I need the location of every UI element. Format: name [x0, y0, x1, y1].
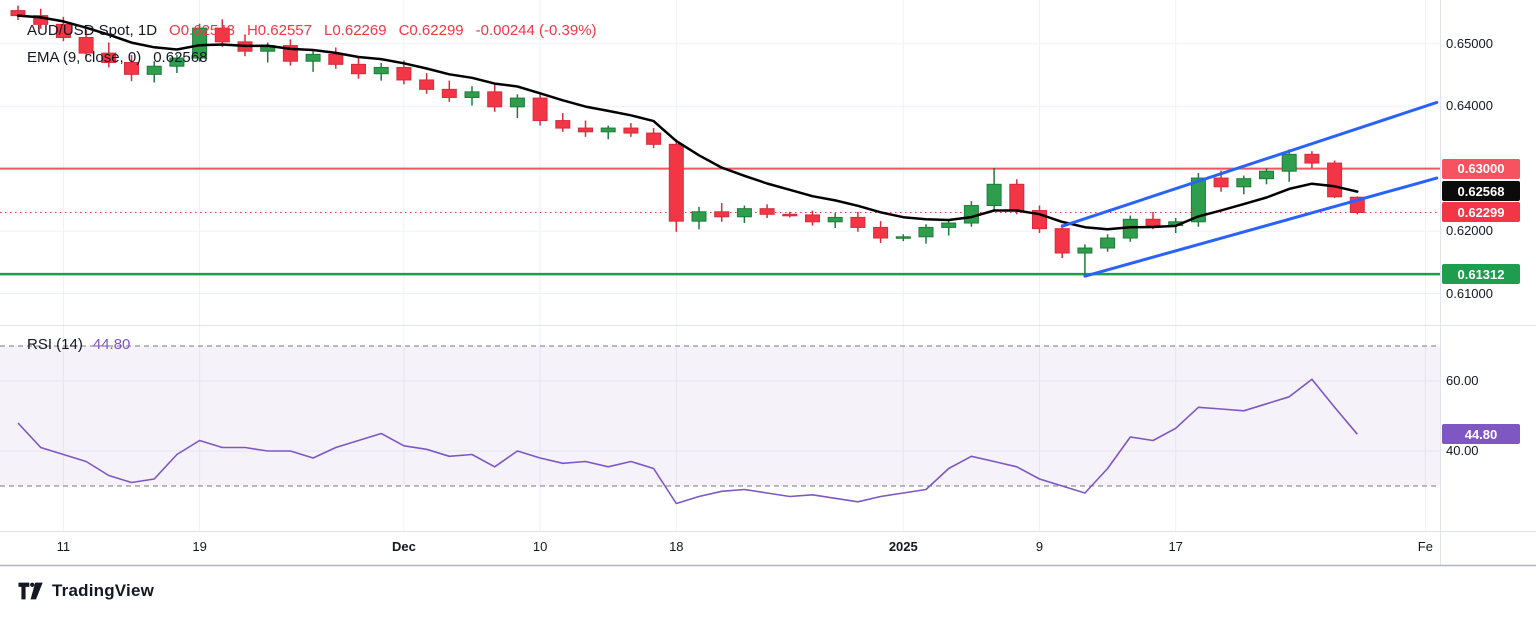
time-axis-tick: 11	[56, 539, 71, 554]
right-price-axis[interactable]: 0.65000 0.64000 0.63000 0.62000 0.61000 60.00…	[1440, 0, 1536, 566]
rsi-axis-tick: 40.00	[1446, 443, 1479, 458]
ema-label[interactable]: EMA (9, close, 0)	[27, 49, 142, 66]
price-axis-badge: 0.61312	[1442, 264, 1520, 285]
ohlc-high: H0.62557	[246, 22, 312, 39]
price-axis-badge: 0.63000	[1442, 158, 1520, 179]
ema-legend-row: EMA (9, close, 0) 0.62568	[27, 49, 597, 66]
tradingview-logo-icon[interactable]	[18, 581, 44, 601]
time-axis-tick: Dec	[391, 539, 416, 554]
ohlc-close: C0.62299	[398, 22, 464, 39]
brand-name[interactable]: TradingView	[52, 581, 155, 600]
time-axis-tick: 10	[532, 539, 548, 554]
rsi-axis-tick: 60.00	[1446, 373, 1479, 388]
footer: TradingView	[18, 581, 154, 601]
ema-value: 0.62568	[153, 49, 208, 66]
change-value: -0.00244 (-0.39%)	[475, 22, 597, 39]
time-axis-tick: 9	[1035, 539, 1044, 554]
time-axis-tick: 19	[192, 539, 207, 554]
time-axis-tick: 18	[669, 539, 684, 554]
rsi-legend: RSI (14) 44.80	[27, 336, 130, 353]
price-axis-tick: 0.65000	[1446, 35, 1493, 51]
price-axis-tick: 0.61000	[1446, 285, 1493, 301]
time-axis-tick: 17	[1168, 539, 1183, 554]
rsi-label[interactable]: RSI (14)	[27, 336, 83, 353]
ohlc-low: L0.62269	[324, 22, 387, 39]
symbol-legend-row: AUD/USD Spot, 1D O0.62543 H0.62557 L0.62…	[27, 22, 597, 39]
chart-legend: AUD/USD Spot, 1D O0.62543 H0.62557 L0.62…	[27, 22, 597, 66]
symbol-title[interactable]: AUD/USD Spot, 1D	[27, 22, 158, 39]
rsi-axis-badge: 44.80	[1442, 424, 1520, 445]
price-axis-tick: 0.64000	[1446, 98, 1493, 114]
price-axis-badge: 0.62568	[1442, 181, 1520, 202]
rsi-value: 44.80	[92, 336, 131, 353]
price-axis-tick: 0.62000	[1446, 223, 1493, 239]
time-axis-tick: Fe	[1417, 539, 1433, 554]
time-axis-tick: 2025	[888, 539, 918, 554]
time-axis[interactable]: 11 19 Dec 10 18 2025 9 17 Fe	[0, 532, 1536, 565]
price-axis-badge: 0.62299	[1442, 202, 1520, 223]
ohlc-open: O0.62543	[169, 22, 235, 39]
